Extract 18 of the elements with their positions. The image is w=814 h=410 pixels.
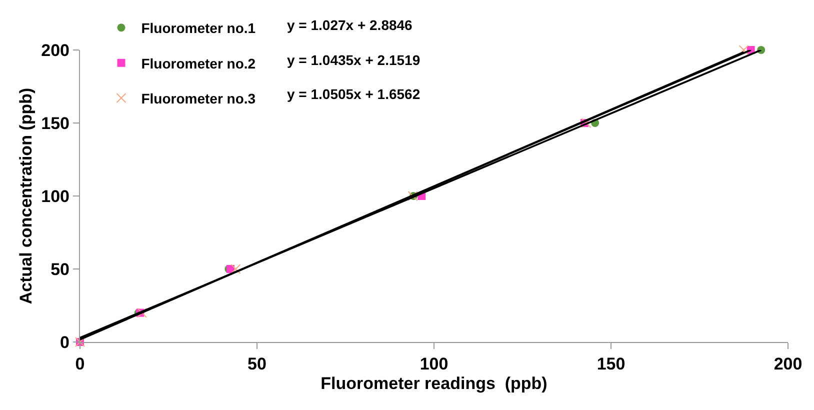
y-tick-label: 50 [50, 260, 70, 279]
x-tick-label: 50 [248, 354, 266, 374]
x-tick-label: 0 [75, 354, 85, 374]
y-tick-label: 200 [41, 40, 70, 60]
x-tick-label: 200 [774, 354, 802, 374]
text: y = 1.027x + 2.8846 [287, 17, 413, 33]
annotation: y = 1.0435x + 2.1519 [287, 52, 420, 68]
x-tick-label: 150 [596, 354, 626, 374]
y-tick-label: 100 [41, 186, 70, 206]
y-axis-title: Actual concentration (ppb) [16, 88, 36, 304]
annotation: y = 1.0505x + 1.6562 [287, 86, 420, 102]
x-axis-title: Fluorometer readings (ppb) [320, 374, 548, 393]
legend-label: Fluorometer no.3 [141, 90, 256, 106]
legend-label: Fluorometer no.2 [141, 55, 256, 72]
y-tick-label: 150 [41, 114, 70, 133]
legend-label: Fluorometer no.1 [141, 20, 256, 36]
x-tick-label: 100 [420, 354, 448, 374]
y-tick-label: 0 [60, 332, 70, 352]
